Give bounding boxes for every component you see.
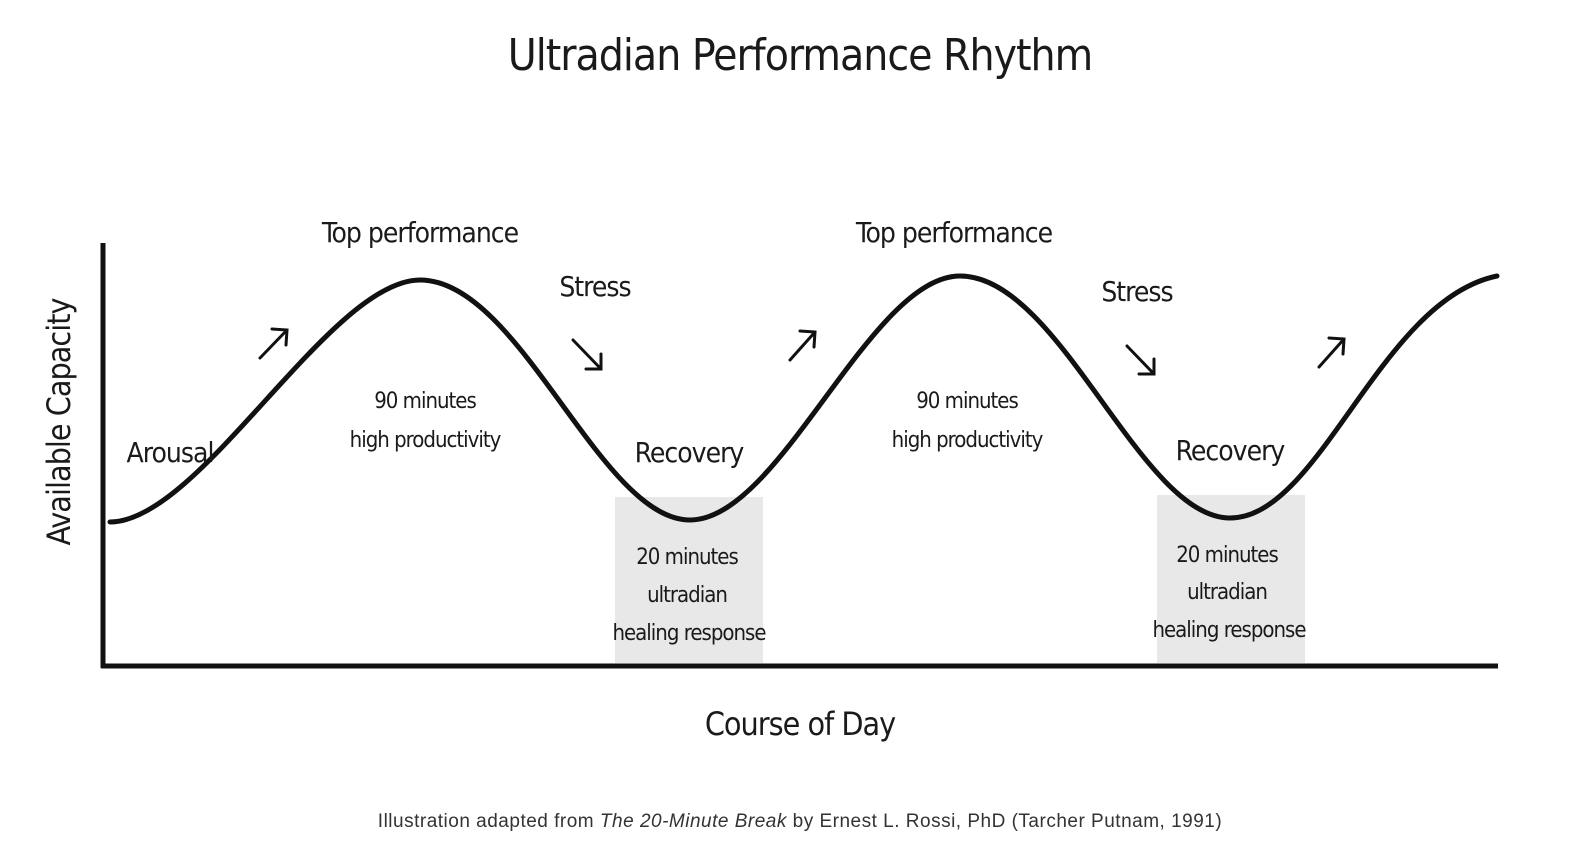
caption-text: Illustration adapted from [378, 811, 594, 832]
arousal-label: Arousal [127, 436, 214, 469]
recovery-label: Recovery [1176, 434, 1286, 467]
y-axis-label: Available Capacity [40, 297, 78, 545]
productivity-line: 90 minutes [916, 389, 1018, 414]
break-line: ultradian [647, 583, 727, 608]
productivity-line: high productivity [350, 428, 502, 453]
break-line: 20 minutes [636, 545, 738, 570]
break-zone [615, 497, 763, 663]
x-axis-label: Course of Day [705, 705, 896, 743]
stress-label: Stress [559, 270, 630, 303]
caption-text: by Ernest L. Rossi, PhD (Tarcher Putnam,… [793, 811, 1223, 832]
productivity-line: 90 minutes [374, 389, 476, 414]
arrows [258, 327, 1346, 376]
down-arrow [1125, 344, 1156, 376]
caption: Illustration adapted from The 20-Minute … [378, 811, 1222, 832]
rhythm-curve [107, 273, 1500, 525]
down-arrow [571, 338, 603, 371]
top-label: Top performance [855, 216, 1053, 249]
up-arrow [1317, 336, 1346, 369]
stress-label: Stress [1101, 275, 1172, 308]
break-line: healing response [612, 621, 766, 646]
break-line: ultradian [1187, 580, 1267, 605]
recovery-label: Recovery [635, 436, 745, 469]
top-label: Top performance [321, 216, 519, 249]
break-line: 20 minutes [1176, 543, 1278, 568]
up-arrow [258, 327, 289, 360]
title: Ultradian Performance Rhythm [508, 30, 1092, 81]
break-line: healing response [1152, 618, 1306, 643]
caption-book: The 20-Minute Break [600, 811, 788, 832]
break-zone [1157, 495, 1305, 663]
productivity-line: high productivity [892, 428, 1044, 453]
up-arrow [788, 329, 817, 362]
